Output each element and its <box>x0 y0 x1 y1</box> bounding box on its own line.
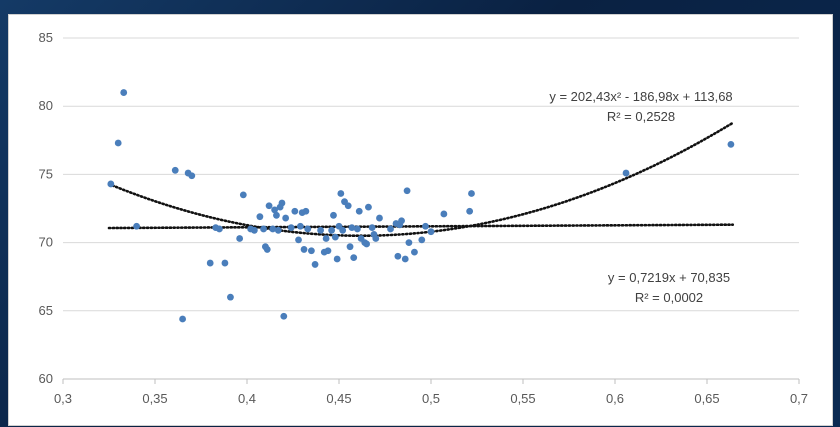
data-point <box>269 225 277 233</box>
data-point <box>727 140 735 148</box>
data-point <box>107 180 115 188</box>
data-point <box>263 246 271 253</box>
data-point <box>350 254 358 261</box>
data-point <box>398 217 405 225</box>
data-point <box>322 235 330 242</box>
data-point <box>302 207 310 215</box>
data-point <box>278 199 286 207</box>
data-point <box>236 235 244 242</box>
x-tick-label: 0,6 <box>606 391 624 406</box>
data-point <box>311 261 319 268</box>
data-point <box>466 207 474 215</box>
y-tick-label: 60 <box>39 371 53 386</box>
data-point <box>260 225 267 233</box>
data-point <box>304 225 312 233</box>
data-point <box>171 166 179 174</box>
linear-equation-label: y = 0,7219x + 70,835 <box>608 270 730 285</box>
data-point <box>401 255 409 263</box>
data-point <box>239 191 247 199</box>
data-point <box>331 233 339 241</box>
linear-trendline <box>107 223 735 230</box>
data-point <box>354 225 361 233</box>
y-axis-ticks: 60 65 70 75 80 85 <box>39 30 53 386</box>
data-point <box>427 228 435 236</box>
x-tick-label: 0,65 <box>694 391 719 406</box>
x-tick-label: 0,55 <box>510 391 535 406</box>
data-point <box>339 226 347 234</box>
data-point <box>622 169 630 177</box>
data-point <box>265 202 273 210</box>
data-point <box>440 210 448 218</box>
data-point <box>324 247 332 255</box>
data-point <box>295 236 302 244</box>
y-tick-label: 85 <box>39 30 53 45</box>
data-point <box>274 226 282 234</box>
data-point <box>422 222 429 230</box>
linear-r2-label: R² = 0,0002 <box>635 290 703 305</box>
data-point <box>221 259 229 267</box>
y-tick-label: 75 <box>39 166 53 181</box>
data-point <box>114 139 122 147</box>
data-point <box>120 89 128 96</box>
data-point <box>206 259 214 267</box>
x-tick-label: 0,7 <box>790 391 808 406</box>
data-point <box>256 213 264 221</box>
data-point <box>282 214 290 222</box>
data-point <box>403 187 411 195</box>
data-points <box>107 89 735 323</box>
data-point <box>188 172 196 180</box>
data-point <box>333 255 341 263</box>
data-point <box>227 293 234 301</box>
data-point <box>363 240 370 248</box>
data-point <box>280 312 288 320</box>
data-point <box>308 247 315 255</box>
data-point <box>300 246 308 253</box>
data-point <box>355 207 363 215</box>
chart-card: 60 65 70 75 80 85 0,3 0,35 0,4 0,45 0,5 0,55 0,6 0,6… <box>8 14 833 426</box>
x-tick-label: 0,5 <box>422 391 440 406</box>
data-point <box>337 190 345 197</box>
polynomial-trendline <box>107 121 735 238</box>
data-point <box>372 235 380 242</box>
data-point <box>346 243 354 251</box>
data-point <box>179 315 187 323</box>
y-tick-label: 80 <box>39 98 53 113</box>
data-point <box>216 225 223 233</box>
data-point <box>468 190 475 197</box>
data-point <box>387 225 394 233</box>
data-point <box>365 203 372 211</box>
data-point <box>271 206 278 214</box>
x-axis-ticks: 0,3 0,35 0,4 0,45 0,5 0,55 0,6 0,65 0,7 <box>54 379 808 406</box>
data-point <box>273 211 280 219</box>
data-point <box>411 248 418 256</box>
data-point <box>296 222 304 230</box>
x-tick-label: 0,35 <box>142 391 167 406</box>
data-point <box>287 224 295 232</box>
data-point <box>344 202 352 210</box>
trendlines <box>107 121 735 238</box>
data-point <box>330 211 337 219</box>
data-point <box>368 224 376 232</box>
data-point <box>291 207 299 215</box>
poly-equation-label: y = 202,43x² - 186,98x + 113,68 <box>549 89 732 104</box>
data-point <box>394 252 402 260</box>
x-tick-label: 0,3 <box>54 391 72 406</box>
data-point <box>133 222 140 230</box>
data-point <box>250 226 258 234</box>
data-point <box>376 214 383 222</box>
scatter-chart: 60 65 70 75 80 85 0,3 0,35 0,4 0,45 0,5 0,55 0,6 0,6… <box>39 30 809 406</box>
data-point <box>328 226 336 234</box>
data-point <box>348 224 356 232</box>
data-point <box>317 226 324 234</box>
poly-r2-label: R² = 0,2528 <box>607 109 675 124</box>
data-point <box>418 236 426 244</box>
x-tick-label: 0,4 <box>238 391 256 406</box>
y-tick-label: 65 <box>39 303 53 318</box>
y-tick-label: 70 <box>39 235 53 250</box>
x-tick-label: 0,45 <box>326 391 351 406</box>
data-point <box>405 239 413 247</box>
